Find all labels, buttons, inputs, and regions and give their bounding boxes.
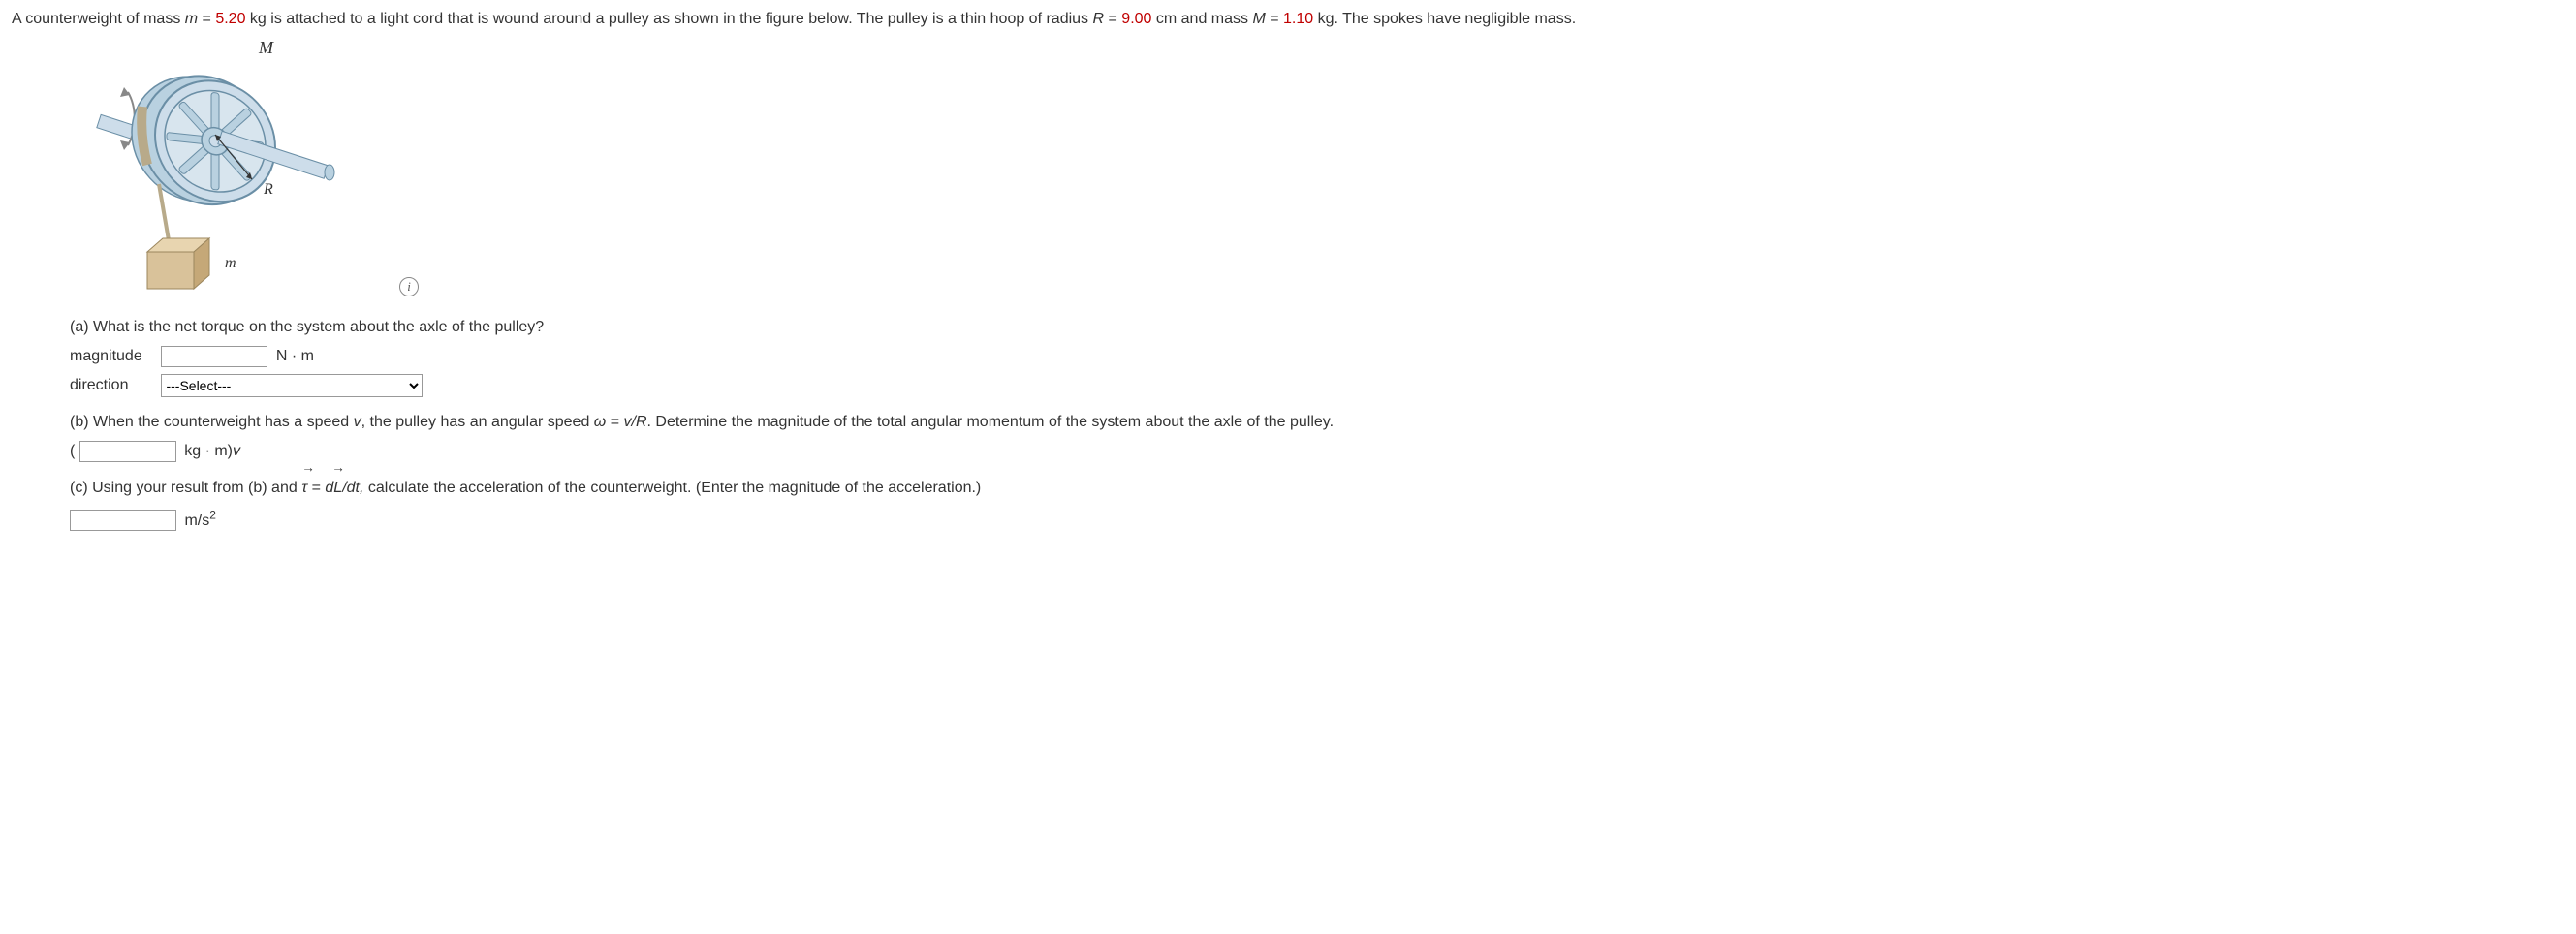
direction-label: direction [70, 374, 157, 397]
big-m-value: 1.10 [1283, 11, 1313, 27]
tau-vector: →τ [301, 477, 307, 500]
part-b-question: (b) When the counterweight has a speed v… [70, 411, 2564, 434]
part-c: (c) Using your result from (b) and →τ = … [70, 477, 2564, 532]
intro-text: A counterweight of mass [12, 11, 185, 27]
magnitude-input[interactable] [161, 346, 267, 367]
problem-statement: A counterweight of mass m = 5.20 kg is a… [12, 8, 2564, 31]
r-value: 9.00 [1121, 11, 1151, 27]
part-b: (b) When the counterweight has a speed v… [70, 411, 2564, 463]
part-a-question: (a) What is the net torque on the system… [70, 316, 2564, 339]
paren-open: ( [70, 443, 75, 459]
part-b-unit: kg · m)v [184, 443, 240, 459]
direction-select[interactable]: ---Select--- [161, 374, 423, 397]
big-m-symbol: M [1252, 11, 1265, 27]
m-symbol: m [185, 11, 198, 27]
figure-label-m-big: M [258, 39, 274, 57]
angular-momentum-input[interactable] [79, 441, 176, 462]
info-icon[interactable]: i [399, 277, 419, 296]
l-vector: →dL [325, 477, 342, 500]
counterweight-box-icon [147, 238, 209, 289]
r-symbol: R [1093, 11, 1105, 27]
acceleration-input[interactable] [70, 510, 176, 531]
part-a: (a) What is the net torque on the system… [70, 316, 2564, 397]
figure-label-r: R [263, 181, 273, 198]
m-value: 5.20 [215, 11, 245, 27]
part-c-question: (c) Using your result from (b) and →τ = … [70, 477, 2564, 500]
part-c-unit: m/s2 [184, 513, 215, 529]
pulley-figure: M R m [70, 39, 341, 300]
figure-label-m: m [225, 255, 236, 271]
magnitude-label: magnitude [70, 345, 157, 368]
magnitude-unit: N · m [276, 348, 314, 364]
